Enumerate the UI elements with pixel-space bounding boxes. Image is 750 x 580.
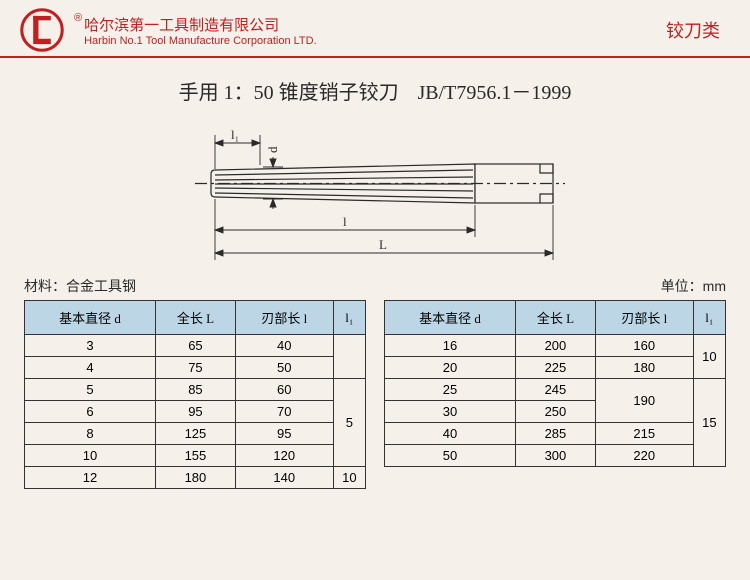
cell-d: 8 — [25, 423, 156, 445]
cell-l1 — [333, 335, 365, 379]
spec-table-right: 基本直径 d全长 L刃部长 ll₁16200160102022518025245… — [384, 300, 726, 489]
table-row: 1620016010 — [385, 335, 726, 357]
cell-L: 180 — [156, 467, 236, 489]
cell-d: 40 — [385, 423, 516, 445]
cell-L: 95 — [156, 401, 236, 423]
cell-l: 215 — [595, 423, 693, 445]
col-d: 基本直径 d — [25, 301, 156, 335]
material-label: 材料： — [24, 278, 66, 294]
unit-value: mm — [703, 278, 726, 294]
dim-label-l1: l₁ — [231, 127, 239, 142]
cell-L: 125 — [156, 423, 236, 445]
col-l1: l₁ — [693, 301, 725, 335]
table-row: 1218014010 — [25, 467, 366, 489]
cell-L: 300 — [516, 445, 596, 467]
cell-l1: 10 — [693, 335, 725, 379]
table-row: 20225180 — [385, 357, 726, 379]
cell-d: 6 — [25, 401, 156, 423]
cell-d: 3 — [25, 335, 156, 357]
company-name-cn: 哈尔滨第一工具制造有限公司 — [84, 14, 666, 35]
col-d: 基本直径 d — [385, 301, 516, 335]
table-row: 585605 — [25, 379, 366, 401]
dim-label-d: d — [265, 146, 280, 153]
cell-l: 180 — [595, 357, 693, 379]
cell-d: 5 — [25, 379, 156, 401]
product-category: 铰刀类 — [666, 17, 720, 43]
table-row: 10155120 — [25, 445, 366, 467]
cell-L: 75 — [156, 357, 236, 379]
col-L: 全长 L — [516, 301, 596, 335]
dim-label-l: l — [343, 214, 347, 229]
table-row: 812595 — [25, 423, 366, 445]
col-L: 全长 L — [156, 301, 236, 335]
cell-L: 245 — [516, 379, 596, 401]
cell-l: 190 — [595, 379, 693, 423]
cell-d: 16 — [385, 335, 516, 357]
cell-L: 155 — [156, 445, 236, 467]
cell-d: 30 — [385, 401, 516, 423]
cell-d: 10 — [25, 445, 156, 467]
unit-label: 单位： — [661, 278, 703, 294]
table-row: 40285215 — [385, 423, 726, 445]
cell-l1: 15 — [693, 379, 725, 467]
cell-l: 95 — [235, 423, 333, 445]
cell-L: 285 — [516, 423, 596, 445]
spec-table-left: 基本直径 d全长 L刃部长 ll₁36540475505856056957081… — [24, 300, 366, 489]
col-l: 刃部长 l — [595, 301, 693, 335]
cell-L: 200 — [516, 335, 596, 357]
cell-L: 250 — [516, 401, 596, 423]
col-l: 刃部长 l — [235, 301, 333, 335]
cell-d: 25 — [385, 379, 516, 401]
col-l1: l₁ — [333, 301, 365, 335]
product-title-row: 手用 1：50 锥度销子铰刀 JB/T7956.1－1999 — [0, 76, 750, 105]
meta-row: 材料：合金工具钢 单位：mm — [0, 276, 750, 300]
cell-l: 70 — [235, 401, 333, 423]
product-standard: JB/T7956.1－1999 — [418, 82, 572, 104]
technical-diagram: l₁ d l L — [0, 115, 750, 270]
product-title-cn: 手用 1：50 锥度销子铰刀 — [179, 82, 399, 104]
cell-l: 140 — [235, 467, 333, 489]
table-row: 69570 — [25, 401, 366, 423]
document-header: ® 哈尔滨第一工具制造有限公司 Harbin No.1 Tool Manufac… — [0, 0, 750, 58]
material-value: 合金工具钢 — [66, 278, 136, 294]
registered-mark: ® — [74, 12, 82, 24]
dim-label-L: L — [379, 237, 387, 252]
cell-l1: 10 — [333, 467, 365, 489]
company-logo-icon — [20, 8, 64, 52]
cell-d: 4 — [25, 357, 156, 379]
cell-d: 20 — [385, 357, 516, 379]
company-name-block: 哈尔滨第一工具制造有限公司 Harbin No.1 Tool Manufactu… — [84, 14, 666, 47]
table-row: 47550 — [25, 357, 366, 379]
cell-L: 65 — [156, 335, 236, 357]
cell-L: 225 — [516, 357, 596, 379]
cell-d: 50 — [385, 445, 516, 467]
cell-l: 120 — [235, 445, 333, 467]
table-row: 36540 — [25, 335, 366, 357]
spec-tables: 基本直径 d全长 L刃部长 ll₁36540475505856056957081… — [0, 300, 750, 489]
cell-l: 40 — [235, 335, 333, 357]
cell-l1: 5 — [333, 379, 365, 467]
cell-l: 160 — [595, 335, 693, 357]
company-name-en: Harbin No.1 Tool Manufacture Corporation… — [84, 35, 666, 47]
cell-l: 60 — [235, 379, 333, 401]
cell-l: 220 — [595, 445, 693, 467]
cell-L: 85 — [156, 379, 236, 401]
table-row: 2524519015 — [385, 379, 726, 401]
cell-d: 12 — [25, 467, 156, 489]
table-row: 50300220 — [385, 445, 726, 467]
cell-l: 50 — [235, 357, 333, 379]
